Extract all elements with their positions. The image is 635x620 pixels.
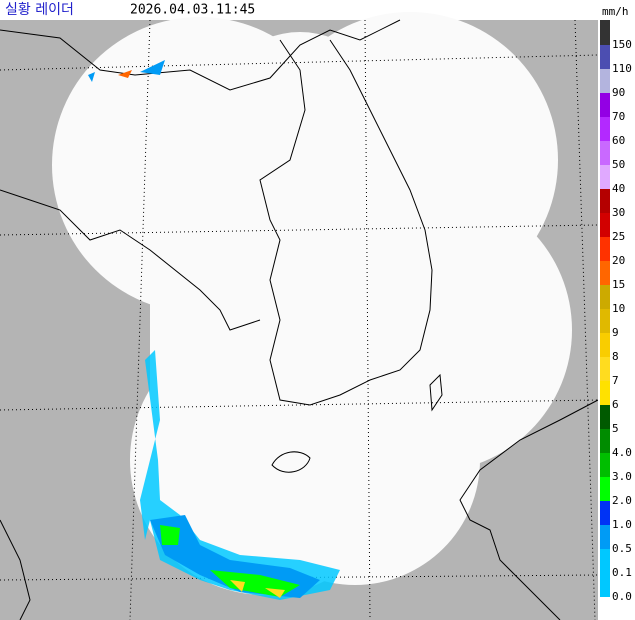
legend-swatch	[600, 189, 610, 213]
legend-swatch	[600, 309, 610, 333]
legend-label: 9	[612, 326, 619, 339]
legend-swatch	[600, 357, 610, 381]
legend-label: 150	[612, 38, 632, 51]
legend-label: 90	[612, 86, 625, 99]
legend-label: 15	[612, 278, 625, 291]
legend-swatch	[600, 405, 610, 429]
legend-label: 8	[612, 350, 619, 363]
legend-swatch	[600, 453, 610, 477]
legend: 150 110 90 70 60 50 40 30 25 20 15 10 9 8 7 6 5 4.0 3.0 2.0…	[600, 20, 632, 603]
legend-label: 110	[612, 62, 632, 75]
legend-swatch	[600, 477, 610, 501]
unit: mm/h	[602, 5, 629, 18]
title: 실황 레이더	[5, 2, 74, 18]
legend-swatch	[600, 333, 610, 357]
timestamp: 2026.04.03.11:45	[130, 3, 255, 18]
legend-swatch	[600, 285, 610, 309]
legend-swatch	[600, 549, 610, 573]
coverage	[52, 12, 572, 595]
legend-swatch	[600, 525, 610, 549]
legend-swatch	[600, 93, 610, 117]
rain-echoes	[88, 60, 340, 600]
legend-label: 50	[612, 158, 625, 171]
divider	[598, 20, 600, 620]
legend-label: 25	[612, 230, 625, 243]
legend-label: 0.5	[612, 542, 632, 555]
legend-swatch	[600, 165, 610, 189]
header-bar	[0, 0, 635, 20]
legend-label: 6	[612, 398, 619, 411]
legend-swatch	[600, 45, 610, 69]
legend-label: 70	[612, 110, 625, 123]
legend-label: 5	[612, 422, 619, 435]
legend-swatch	[600, 141, 610, 165]
legend-swatch	[600, 213, 610, 237]
legend-swatch	[600, 20, 610, 45]
legend-label: 40	[612, 182, 625, 195]
legend-swatch	[600, 429, 610, 453]
legend-label: 0.0	[612, 590, 632, 603]
legend-label: 30	[612, 206, 625, 219]
legend-swatch	[600, 573, 610, 597]
legend-label: 1.0	[612, 518, 632, 531]
map	[0, 12, 600, 620]
legend-swatch	[600, 69, 610, 93]
grid	[0, 19, 599, 620]
legend-swatch	[600, 237, 610, 261]
legend-label: 0.1	[612, 566, 632, 579]
legend-label: 10	[612, 302, 625, 315]
legend-label: 3.0	[612, 470, 632, 483]
legend-swatch	[600, 117, 610, 141]
coastline	[0, 19, 599, 620]
legend-label: 60	[612, 134, 625, 147]
legend-label: 20	[612, 254, 625, 267]
legend-swatch	[600, 381, 610, 405]
legend-label: 4.0	[612, 446, 632, 459]
legend-label: 7	[612, 374, 619, 387]
legend-swatch	[600, 261, 610, 285]
legend-label: 2.0	[612, 494, 632, 507]
legend-swatch	[600, 501, 610, 525]
